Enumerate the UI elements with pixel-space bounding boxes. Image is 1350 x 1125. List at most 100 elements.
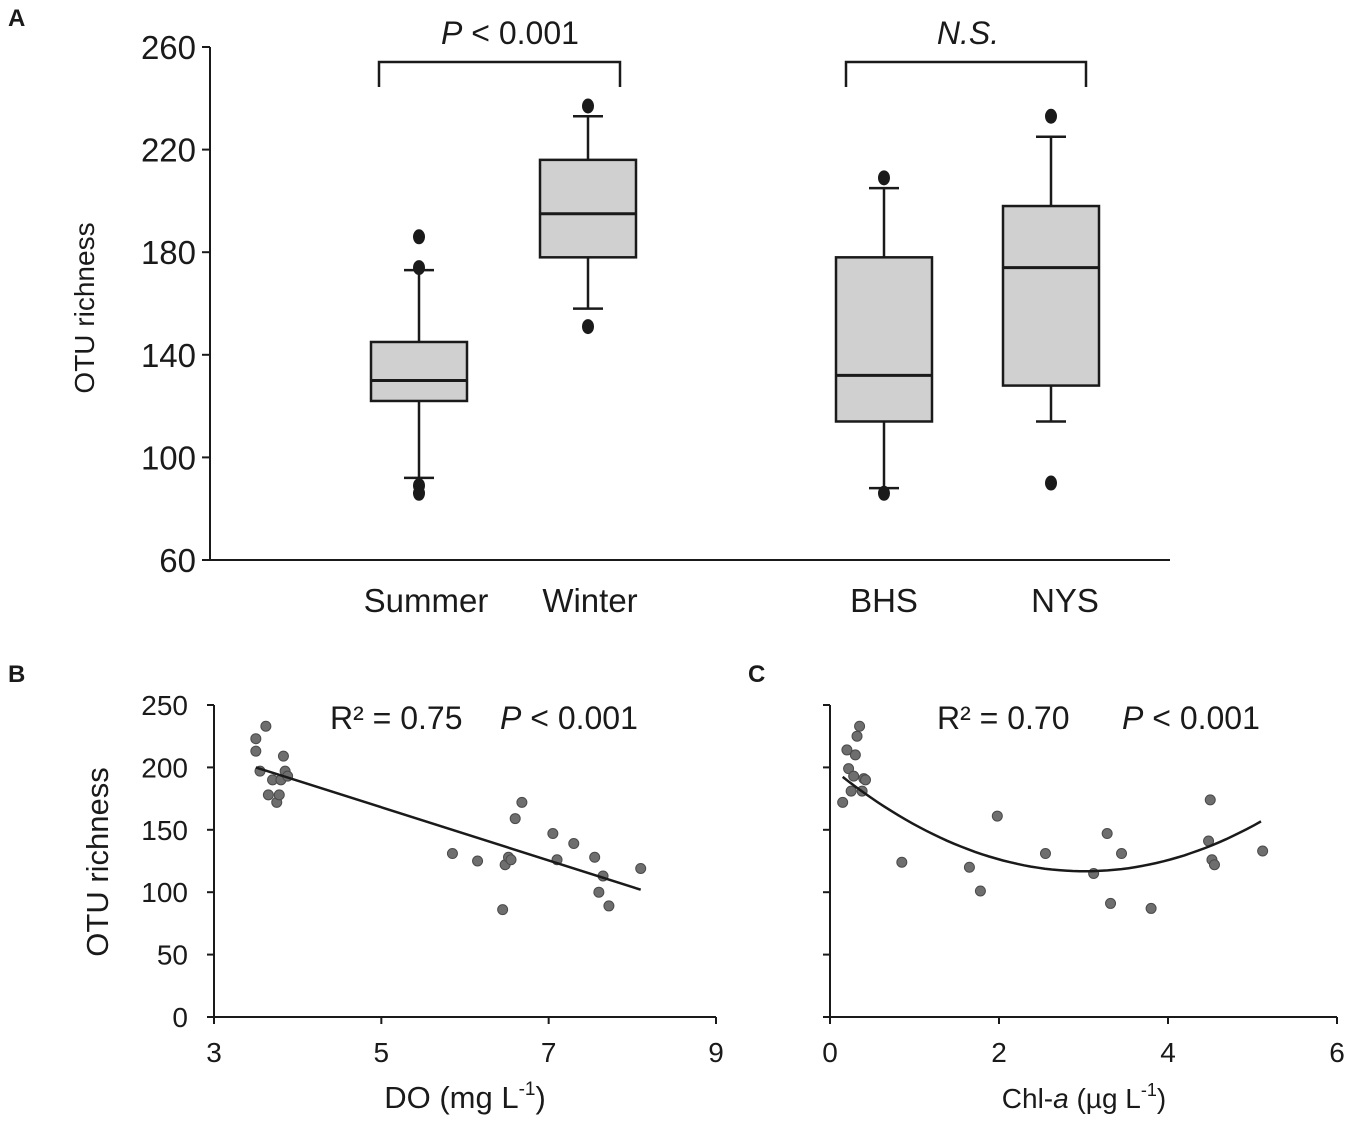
panel-c-letter: C (748, 661, 765, 688)
outlier-point (878, 170, 890, 186)
panel-c-data-point (1101, 828, 1113, 840)
outlier-point (878, 485, 890, 501)
panel-b-data-point (497, 904, 509, 916)
box-bhs (834, 170, 934, 501)
panel-a-y-tick-label: 100 (141, 439, 196, 476)
panel-c-data-point (851, 730, 863, 742)
panel-a-y-tick-label: 140 (141, 337, 196, 374)
panel-c-x-tick-label: 6 (1329, 1037, 1345, 1068)
comparison-bracket-season (377, 60, 622, 87)
panel-c-data-point (843, 763, 855, 775)
panel-c-data-point (963, 861, 975, 873)
panel-c-data-point (859, 774, 871, 786)
panel-c-r2: R² = 0.70 (937, 700, 1070, 736)
panel-a-x-label-summer: Summer (364, 582, 489, 619)
panel-b-data-point (505, 854, 517, 866)
panel-c-data-point (1204, 794, 1216, 806)
panel-a-y-tick-label: 260 (141, 29, 196, 66)
panel-a-letter: A (8, 5, 25, 32)
panel-c-data-point (849, 749, 861, 761)
panel-c-data-point (854, 720, 866, 732)
panel-b-data-point (568, 838, 580, 850)
panel-c-fit-curve (841, 775, 1262, 873)
panel-b-data-point (262, 789, 274, 801)
panel-c-data-point (991, 810, 1003, 822)
panel-c: C 0 2 4 6 R² = 0.70 P < 0.001 Chl-a (µg L-1… (748, 661, 1345, 1114)
panel-b-x-axis-title: DO (mg L-1) (384, 1079, 546, 1115)
panel-c-x-tick-label: 2 (991, 1037, 1007, 1068)
outlier-point (1045, 108, 1057, 124)
outlier-point (413, 229, 425, 245)
box-winter (538, 98, 638, 335)
outlier-point (413, 478, 425, 494)
panel-b-fit-line (255, 766, 642, 891)
outlier-point (413, 260, 425, 276)
panel-c-data-point (1105, 897, 1117, 909)
panel-b-data-point (446, 848, 458, 860)
panel-b-r2: R² = 0.75 (330, 700, 463, 736)
panel-b-y-tick-label: 250 (141, 690, 188, 721)
panel-c-data-point (841, 744, 853, 756)
panel-b-data-point (260, 720, 272, 732)
panel-c-x-tick-label: 4 (1160, 1037, 1176, 1068)
panel-c-data-point (1257, 845, 1269, 857)
panel-b-data-point (547, 828, 559, 840)
panel-c-data-point (848, 770, 860, 782)
panel-b-y-tick-label: 100 (141, 877, 188, 908)
panel-c-x-tick-label: 0 (822, 1037, 838, 1068)
panel-b-y-tick-label: 50 (157, 940, 188, 971)
box-iqr (834, 256, 934, 423)
panel-b-data-point (250, 733, 262, 745)
panel-a-y-tick-label: 220 (141, 132, 196, 169)
panel-c-data-point (1208, 859, 1220, 871)
box-iqr (369, 340, 469, 403)
panel-b-y-axis-title: OTU richness (80, 767, 115, 956)
outlier-point (582, 319, 594, 335)
box-nys (1001, 108, 1101, 491)
panel-c-data-point (845, 785, 857, 797)
box-iqr (1001, 204, 1101, 387)
comparison-label-season: P < 0.001 (441, 15, 579, 51)
panel-a-x-label-nys: NYS (1031, 582, 1099, 619)
comparison-label-site: N.S. (937, 15, 999, 51)
outlier-point (1045, 475, 1057, 491)
panel-b-x-tick-label: 7 (541, 1037, 557, 1068)
outlier-point (582, 98, 594, 114)
panel-a-y-tick-label: 180 (141, 234, 196, 271)
panel-a-y-tick-label: 60 (159, 542, 196, 579)
panel-b-y-tick-label: 200 (141, 752, 188, 783)
panel-b-x-tick-label: 5 (374, 1037, 390, 1068)
panel-b-data-point (250, 745, 262, 757)
comparison-bracket-site (844, 60, 1088, 87)
panel-b-data-point (509, 813, 521, 825)
panel-c-x-axis-title: Chl-a (µg L-1) (1002, 1080, 1166, 1114)
panel-c-data-point (1145, 902, 1157, 914)
panel-a: A OTU richness 60 100 140 180 220 260 Summer W… (8, 5, 1170, 619)
box-summer (369, 229, 469, 501)
panel-b-data-point (472, 855, 484, 867)
panel-b-data-point (603, 900, 615, 912)
panel-b-x-tick-label: 3 (206, 1037, 222, 1068)
panel-b: B OTU richness 0 50 100 150 200 250 3 5 7 9 R² =… (8, 661, 724, 1115)
panel-a-x-label-winter: Winter (542, 582, 637, 619)
panel-a-y-axis-title: OTU richness (69, 222, 100, 393)
panel-b-data-point (273, 789, 285, 801)
panel-b-y-tick-label: 150 (141, 815, 188, 846)
panel-c-data-point (1039, 848, 1051, 860)
panel-a-x-label-bhs: BHS (850, 582, 918, 619)
panel-c-data-point (896, 856, 908, 868)
panel-b-y-tick-label: 0 (172, 1002, 188, 1033)
panel-c-data-point (837, 796, 849, 808)
panel-b-data-point (277, 750, 289, 762)
panel-b-data-point (516, 796, 528, 808)
box-iqr (538, 158, 638, 259)
panel-c-pvalue: P < 0.001 (1122, 700, 1260, 736)
panel-b-data-point (589, 851, 601, 863)
panel-c-data-point (974, 885, 986, 897)
panel-c-data-point (1116, 848, 1128, 860)
panel-b-x-tick-label: 9 (708, 1037, 724, 1068)
panel-b-data-point (635, 862, 647, 874)
panel-b-pvalue: P < 0.001 (500, 700, 638, 736)
panel-b-data-point (593, 886, 605, 898)
